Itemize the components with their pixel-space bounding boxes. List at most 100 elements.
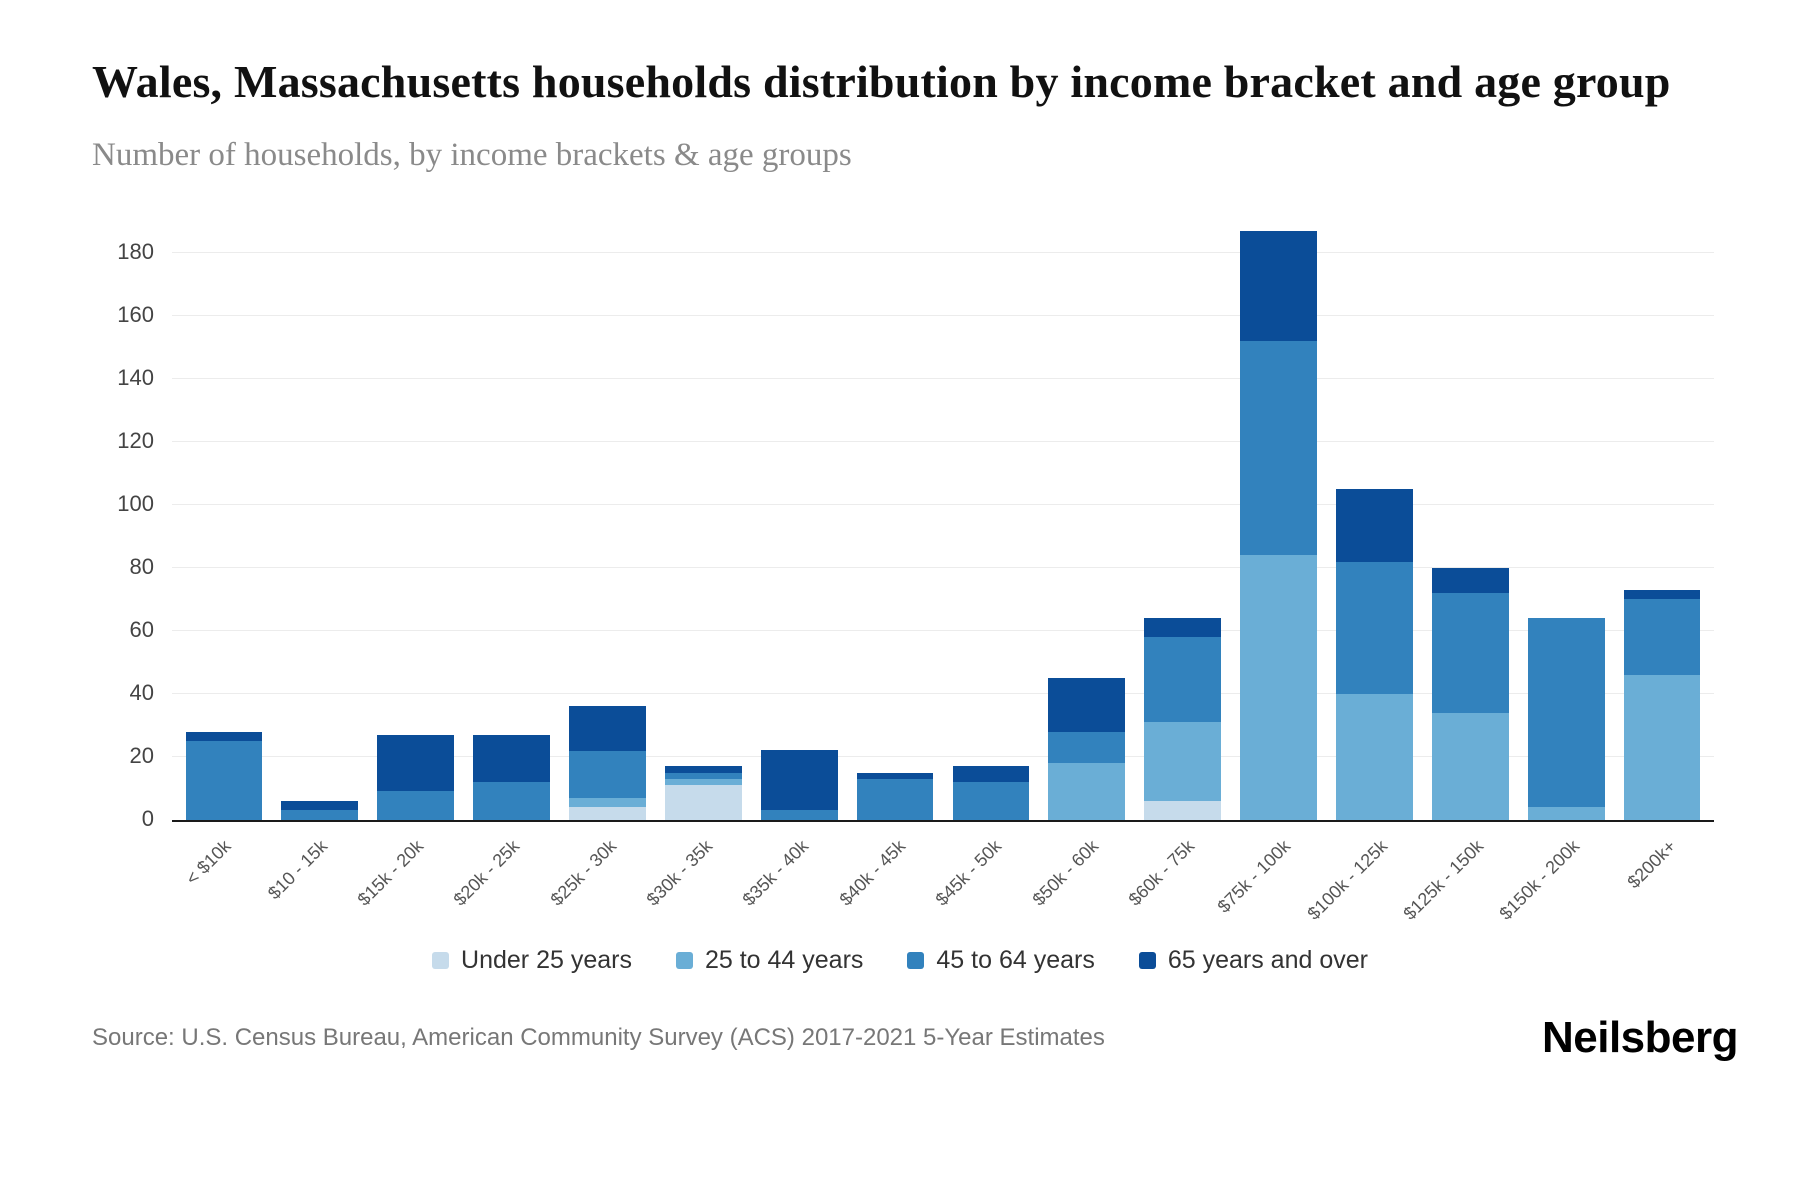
bar-segment[interactable] — [569, 706, 646, 751]
x-axis-slot: $100k - 125k — [1303, 822, 1425, 944]
x-axis-slot: $30k - 35k — [643, 822, 750, 944]
bar[interactable] — [664, 766, 742, 820]
bar-segment[interactable] — [569, 797, 646, 808]
bar-segment[interactable] — [1623, 674, 1701, 820]
bar-segment[interactable] — [569, 750, 646, 798]
legend-swatch — [675, 951, 693, 969]
bar-segment[interactable] — [1431, 567, 1509, 594]
bar-segment[interactable] — [1048, 678, 1126, 732]
bar-segment[interactable] — [1240, 341, 1317, 556]
bar-segment[interactable] — [664, 772, 742, 779]
bar-segment[interactable] — [664, 778, 742, 786]
y-tick-label: 60 — [129, 616, 154, 642]
bar-segment[interactable] — [281, 810, 359, 820]
x-axis-slot: $200k+ — [1618, 822, 1714, 944]
bar[interactable] — [377, 734, 455, 820]
bar-segment[interactable] — [473, 781, 550, 820]
legend: Under 25 years 25 to 44 years 45 to 64 yea… — [0, 946, 1800, 975]
bar-segment[interactable] — [856, 772, 934, 779]
y-tick-label: 160 — [117, 302, 154, 328]
y-tick-label: 0 — [141, 805, 154, 831]
bar-slot — [1614, 222, 1710, 820]
source-text: Source: U.S. Census Bureau, American Com… — [92, 1023, 1105, 1051]
bar[interactable] — [1527, 618, 1605, 820]
bar-segment[interactable] — [1623, 599, 1701, 675]
bar-segment[interactable] — [1623, 589, 1701, 600]
bar-segment[interactable] — [569, 807, 646, 820]
legend-item[interactable]: 45 to 64 years — [907, 945, 1095, 975]
y-tick-label: 180 — [117, 239, 154, 265]
bar-segment[interactable] — [664, 785, 742, 820]
bar-slot — [655, 222, 751, 820]
x-axis-slot: $45k - 50k — [932, 822, 1039, 944]
bar-segment[interactable] — [760, 810, 838, 820]
gridline — [172, 378, 1714, 380]
gridline — [172, 441, 1714, 443]
bar-segment[interactable] — [1240, 555, 1317, 820]
x-axis-label: $10 - 15k — [263, 835, 331, 903]
bar[interactable] — [569, 706, 646, 820]
legend-item[interactable]: 65 years and over — [1138, 945, 1368, 975]
bar[interactable] — [281, 800, 359, 820]
bar-segment[interactable] — [185, 741, 263, 820]
gridline — [172, 252, 1714, 254]
footer: Source: U.S. Census Bureau, American Com… — [0, 1013, 1800, 1063]
bar-segment[interactable] — [1048, 763, 1126, 820]
bar-segment[interactable] — [1336, 561, 1413, 694]
bar-segment[interactable] — [1144, 637, 1222, 723]
bar-segment[interactable] — [1431, 712, 1509, 820]
bar-segment[interactable] — [1336, 693, 1413, 820]
gridline — [172, 692, 1714, 694]
bar-slot — [751, 222, 847, 820]
bar-segment[interactable] — [856, 778, 934, 820]
bar-slot — [560, 222, 656, 820]
legend-label: 45 to 64 years — [936, 945, 1095, 974]
bar-segment[interactable] — [1144, 618, 1222, 638]
page: Wales, Massachusetts households distribu… — [0, 56, 1800, 1063]
legend-item[interactable]: Under 25 years — [432, 946, 632, 975]
bar-slot — [464, 222, 560, 820]
bar[interactable] — [1144, 618, 1222, 820]
bar-segment[interactable] — [377, 791, 455, 820]
bar[interactable] — [1431, 567, 1509, 820]
bar-segment[interactable] — [1240, 231, 1317, 342]
legend-label: Under 25 years — [461, 945, 632, 974]
bar-slot — [272, 222, 368, 820]
bar-segment[interactable] — [760, 750, 838, 811]
bar[interactable] — [1336, 489, 1413, 820]
bar-slot — [847, 222, 943, 820]
bar-segment[interactable] — [1048, 731, 1126, 764]
x-axis-label: $50k - 60k — [1028, 835, 1102, 910]
bar-segment[interactable] — [1527, 618, 1605, 808]
bar-segment[interactable] — [1336, 489, 1413, 562]
bar-segment[interactable] — [1431, 593, 1509, 713]
bar-segment[interactable] — [377, 734, 455, 792]
y-axis: 0 20 40 60 80 100 120 140 160 180 — [102, 222, 172, 831]
bar-segment[interactable] — [664, 766, 742, 773]
x-axis-slot: $15k - 20k — [353, 822, 461, 944]
bar-segment[interactable] — [281, 800, 359, 811]
bar[interactable] — [952, 766, 1030, 820]
gridline — [172, 755, 1714, 757]
bar[interactable] — [1048, 678, 1126, 820]
bar-segment[interactable] — [473, 734, 550, 782]
bar[interactable] — [473, 734, 550, 820]
bar-slot — [1422, 222, 1518, 820]
bar-segment[interactable] — [952, 781, 1030, 820]
bar[interactable] — [856, 772, 934, 820]
bar[interactable] — [1623, 589, 1701, 820]
bar-slot — [1135, 222, 1231, 820]
x-axis-label: $60k - 75k — [1124, 835, 1199, 910]
bar-segment[interactable] — [1144, 722, 1222, 801]
bar-segment[interactable] — [952, 766, 1030, 782]
bar-segment[interactable] — [1144, 800, 1222, 820]
bar-segment[interactable] — [185, 731, 263, 742]
x-axis-label: $40k - 45k — [835, 835, 909, 910]
bar-segment[interactable] — [1527, 807, 1605, 820]
bar[interactable] — [760, 750, 838, 820]
x-axis-slot: $20k - 25k — [450, 822, 557, 944]
bar[interactable] — [185, 731, 263, 820]
bar[interactable] — [1240, 231, 1317, 820]
legend-label: 65 years and over — [1167, 945, 1368, 974]
legend-item[interactable]: 25 to 44 years — [675, 946, 863, 975]
